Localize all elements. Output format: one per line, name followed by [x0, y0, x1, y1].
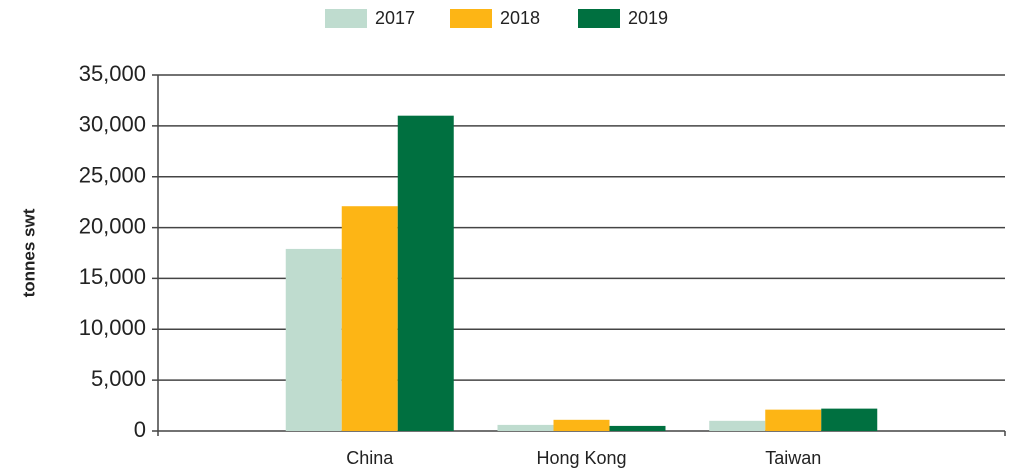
bar — [285, 248, 342, 431]
y-tick-label: 25,000 — [79, 163, 146, 188]
bar — [341, 206, 398, 431]
y-axis-label: tonnes swt — [19, 208, 38, 297]
bar — [765, 409, 822, 431]
bar — [553, 419, 610, 431]
bar — [609, 425, 666, 431]
legend-label: 2019 — [628, 8, 668, 28]
y-tick-label: 0 — [134, 417, 146, 442]
x-tick-label: Hong Kong — [536, 448, 626, 468]
y-tick-label: 5,000 — [91, 366, 146, 391]
legend-swatch — [325, 9, 367, 28]
bar — [821, 408, 878, 431]
legend-swatch — [450, 9, 492, 28]
bar — [397, 115, 454, 431]
legend-label: 2017 — [375, 8, 415, 28]
x-tick-label: Taiwan — [765, 448, 821, 468]
legend-label: 2018 — [500, 8, 540, 28]
bar — [497, 424, 554, 431]
y-tick-label: 20,000 — [79, 213, 146, 238]
bar — [709, 420, 766, 431]
x-tick-label: China — [346, 448, 394, 468]
y-tick-label: 30,000 — [79, 112, 146, 137]
legend-swatch — [578, 9, 620, 28]
y-tick-label: 35,000 — [79, 61, 146, 86]
y-tick-label: 10,000 — [79, 315, 146, 340]
y-tick-label: 15,000 — [79, 264, 146, 289]
